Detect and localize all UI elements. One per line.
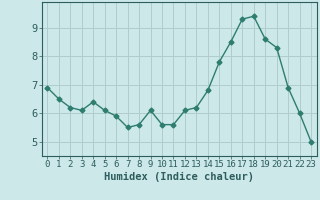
X-axis label: Humidex (Indice chaleur): Humidex (Indice chaleur) bbox=[104, 172, 254, 182]
